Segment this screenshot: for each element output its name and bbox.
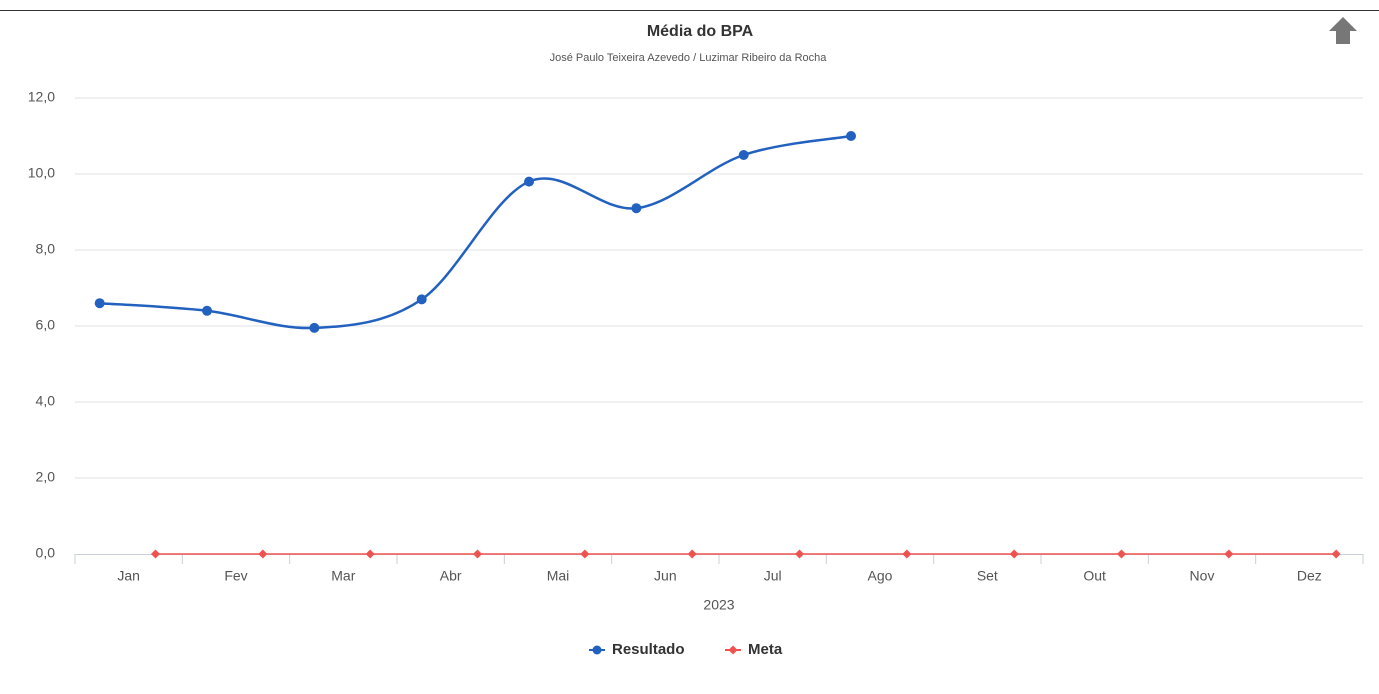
data-point (1331, 549, 1341, 559)
y-tick-label: 8,0 (36, 241, 56, 257)
series-line (99, 134, 852, 330)
data-point (416, 294, 427, 305)
data-point (631, 203, 642, 214)
data-point (258, 549, 268, 559)
chart-title: Média do BPA (647, 23, 754, 40)
menu-button[interactable] (1329, 17, 1357, 44)
x-tick-label: Nov (1190, 568, 1215, 584)
data-point (795, 549, 804, 559)
y-tick-label: 0,0 (36, 545, 56, 561)
x-tick-label: Jan (117, 568, 140, 584)
legend-item[interactable]: Resultado (589, 641, 685, 658)
x-tick-label: Abr (440, 568, 462, 584)
data-point (580, 549, 590, 559)
data-point (473, 549, 482, 559)
data-point (309, 322, 320, 333)
x-tick-label: Set (977, 568, 998, 584)
data-point (202, 305, 213, 316)
data-point (902, 549, 912, 559)
up-arrow-icon[interactable] (1329, 17, 1357, 44)
data-point (94, 298, 105, 309)
legend-item[interactable]: Meta (725, 641, 783, 658)
x-tick-label: Jun (654, 568, 677, 584)
legend-marker (728, 645, 738, 655)
data-point (687, 549, 697, 559)
x-tick-label: Jul (764, 568, 782, 584)
x-tick-label: Mai (547, 568, 570, 584)
data-point (1009, 549, 1019, 559)
y-tick-label: 4,0 (36, 393, 56, 409)
y-tick-label: 6,0 (36, 317, 56, 333)
x-tick-label: Dez (1297, 568, 1322, 584)
data-point (1224, 549, 1234, 559)
legend-label: Resultado (612, 641, 685, 658)
chart-subtitle: José Paulo Teixeira Azevedo / Luzimar Ri… (550, 52, 828, 64)
x-tick-label: Mar (331, 568, 355, 584)
y-tick-label: 2,0 (36, 469, 56, 485)
data-point (1117, 549, 1126, 559)
x-tick-label: Fev (224, 568, 247, 584)
data-point (151, 549, 160, 559)
y-tick-label: 10,0 (28, 165, 55, 181)
data-point (738, 150, 749, 160)
legend-marker (592, 645, 602, 655)
x-tick-label: Out (1083, 568, 1106, 584)
y-tick-label: 12,0 (28, 89, 55, 105)
data-point (524, 176, 535, 187)
legend-label: Meta (748, 641, 783, 658)
x-tick-label: Ago (868, 568, 893, 584)
data-point (846, 131, 857, 141)
data-point (365, 549, 375, 559)
x-axis-title: 2023 (703, 597, 734, 613)
